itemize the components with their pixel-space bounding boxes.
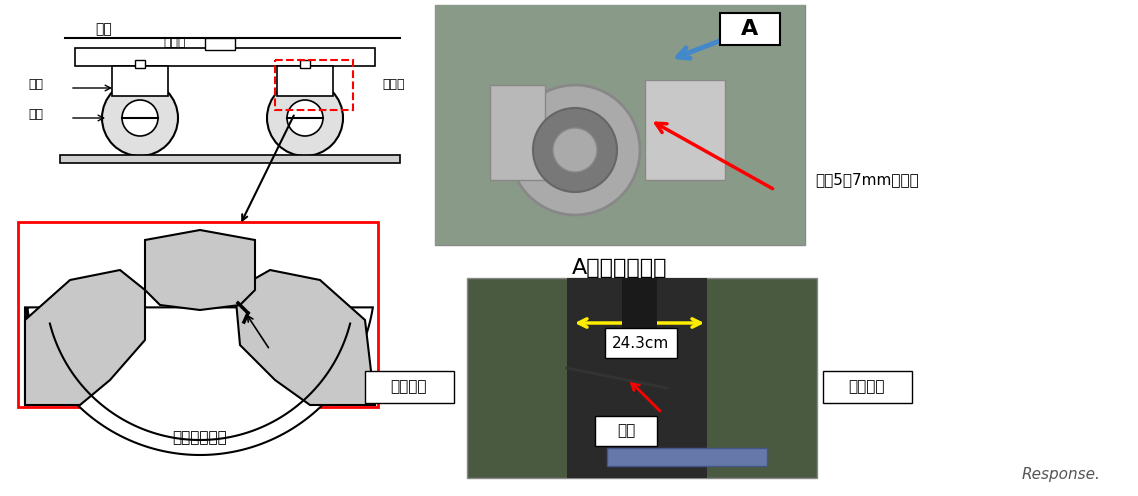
Polygon shape <box>25 308 373 455</box>
Polygon shape <box>236 270 376 405</box>
Bar <box>607 448 767 466</box>
Circle shape <box>533 108 617 192</box>
Text: 車軸: 車軸 <box>28 78 43 91</box>
Bar <box>622 278 657 328</box>
Circle shape <box>122 100 158 136</box>
Bar <box>490 85 545 180</box>
Polygon shape <box>145 230 255 310</box>
Text: 軸笥体: 軸笥体 <box>382 78 405 91</box>
Text: A: A <box>741 19 759 39</box>
Bar <box>10 10 410 210</box>
Bar <box>720 13 780 45</box>
FancyBboxPatch shape <box>595 416 657 446</box>
Text: 発見した亀裂: 発見した亀裂 <box>173 430 228 445</box>
Circle shape <box>267 80 343 156</box>
Text: 車両内側: 車両内側 <box>849 379 885 394</box>
FancyBboxPatch shape <box>605 328 677 358</box>
Text: 車両外側: 車両外側 <box>390 379 427 394</box>
Bar <box>75 48 376 66</box>
Text: 亀裂: 亀裂 <box>617 424 635 438</box>
FancyBboxPatch shape <box>365 371 454 403</box>
Bar <box>60 155 399 163</box>
Bar <box>567 278 707 478</box>
Bar <box>435 5 805 245</box>
Text: Response.: Response. <box>1021 467 1100 482</box>
Bar <box>275 60 353 110</box>
Circle shape <box>510 85 640 215</box>
Circle shape <box>287 100 323 136</box>
Circle shape <box>553 128 597 172</box>
Text: 車体: 車体 <box>94 22 112 36</box>
Polygon shape <box>25 270 145 405</box>
Bar <box>435 5 805 245</box>
Circle shape <box>102 80 178 156</box>
Bar <box>135 60 145 68</box>
Text: 台車枚: 台車枚 <box>164 37 187 50</box>
FancyBboxPatch shape <box>823 371 912 403</box>
Bar <box>300 60 310 68</box>
Bar <box>467 278 817 478</box>
Text: 幅：5～7mmの亀裂: 幅：5～7mmの亀裂 <box>815 173 918 187</box>
Bar <box>277 66 333 96</box>
Bar <box>112 66 168 96</box>
Text: Aから見た状況: Aから見た状況 <box>572 258 668 278</box>
Bar <box>645 80 725 180</box>
Text: 24.3cm: 24.3cm <box>612 335 669 351</box>
Text: 車輪: 車輪 <box>28 109 43 122</box>
Bar <box>205 38 236 50</box>
Bar <box>18 222 378 407</box>
